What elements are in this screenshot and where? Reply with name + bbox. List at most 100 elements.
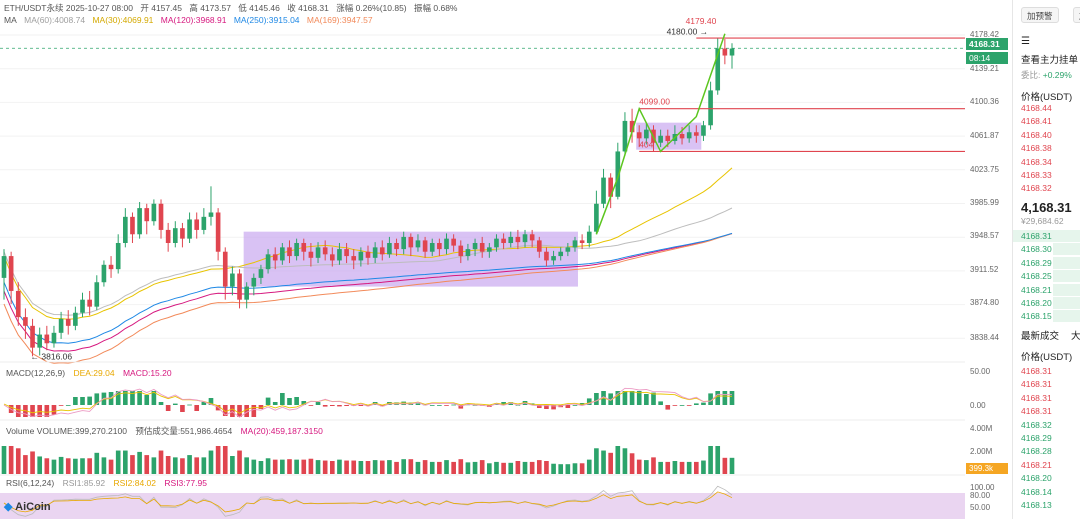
candle-body xyxy=(644,129,649,139)
current-volume-tag: 399.3k xyxy=(966,463,1008,474)
macd-bar xyxy=(501,402,506,405)
candle-body xyxy=(358,251,364,261)
candle-body xyxy=(679,134,685,139)
chart-area[interactable]: ← 3816.06 4179.40 4180.00 → 4099.00 404 ETH/… xyxy=(0,0,1012,519)
macd-bar xyxy=(287,398,292,405)
volume-tick: 2.00M xyxy=(970,447,993,456)
bid-depth-bar xyxy=(1053,310,1080,323)
volume-bar xyxy=(472,461,478,474)
main-orders-link[interactable]: 查看主力挂单 xyxy=(1021,55,1079,66)
volume-bar xyxy=(194,457,200,474)
macd-bar xyxy=(80,397,85,405)
add-alert-button[interactable]: 加预警 xyxy=(1021,7,1059,23)
candle-body xyxy=(558,251,564,257)
hamburger-icon[interactable]: ☰ xyxy=(1021,36,1030,47)
volume-bar xyxy=(672,461,678,474)
tab-latest-trades[interactable]: 最新成交 xyxy=(1021,331,1060,342)
macd-bar xyxy=(693,403,699,405)
volume-bar xyxy=(94,452,100,474)
volume-bar xyxy=(629,453,635,474)
order-ratio: 委比: +0.29% xyxy=(1021,69,1072,81)
trade-row: 4168.31 xyxy=(1021,379,1052,390)
ask-row[interactable]: 4168.33 xyxy=(1021,170,1052,180)
volume-bar xyxy=(536,460,542,474)
rsi-legend: RSI(6,12,24) RSI1:85.92 RSI2:84.02 RSI3:… xyxy=(6,478,213,488)
candle-body xyxy=(572,240,578,248)
candle-body xyxy=(329,254,335,261)
volume-ma: MA(20):459,187.3150 xyxy=(240,426,323,436)
bid-row[interactable]: 4168.25 xyxy=(1021,271,1052,282)
tab-large-trades[interactable]: 大 xyxy=(1071,331,1080,342)
ask-row[interactable]: 4168.41 xyxy=(1021,116,1052,127)
candle-body xyxy=(494,238,499,248)
candle-body xyxy=(172,228,178,243)
candle-body xyxy=(51,332,57,344)
macd-bar xyxy=(30,405,35,417)
volume-bar xyxy=(572,463,578,474)
volume-bar xyxy=(729,457,735,474)
bid-row[interactable]: 4168.30 xyxy=(1021,244,1052,255)
price-tick: 4139.21 xyxy=(970,64,999,73)
candle-body xyxy=(30,325,35,348)
candle-body xyxy=(201,216,207,230)
volume-legend: Volume VOLUME:399,270.2100 预估成交量:551,986… xyxy=(6,425,329,437)
candle-body xyxy=(422,240,428,252)
change-value: 涨幅 0.26%(10.85) xyxy=(336,3,407,13)
price-tick: 4023.75 xyxy=(970,165,999,174)
candle-body xyxy=(515,236,521,243)
ask-row[interactable]: 4168.38 xyxy=(1021,143,1052,154)
candle-body xyxy=(451,238,456,246)
ask-row[interactable]: 4168.34 xyxy=(1021,156,1052,167)
volume-bar xyxy=(44,458,50,474)
candle-body xyxy=(365,251,371,258)
volume-bar xyxy=(144,455,150,474)
bid-depth-bar xyxy=(1053,256,1080,269)
candle-body xyxy=(472,243,478,250)
ask-row[interactable]: 4168.44 xyxy=(1021,103,1052,113)
volume-bar xyxy=(208,450,214,474)
bid-row[interactable]: 4168.20 xyxy=(1021,298,1052,308)
candle-body xyxy=(708,90,713,126)
volume-bar xyxy=(501,462,506,474)
volume-bar xyxy=(80,458,85,474)
macd-bar xyxy=(672,405,678,406)
rsi1-value: RSI1:85.92 xyxy=(62,478,106,488)
more-button[interactable]: 加 xyxy=(1073,7,1080,23)
trade-row: 4168.31 xyxy=(1021,406,1052,417)
volume-bar xyxy=(522,461,528,474)
volume-bar xyxy=(708,446,713,474)
volume-bar xyxy=(679,461,685,474)
macd-tick: 0.00 xyxy=(970,401,986,410)
ma250-line xyxy=(3,232,733,344)
macd-bar xyxy=(536,405,542,408)
candle-body xyxy=(58,318,64,333)
macd-bar xyxy=(644,394,649,405)
macd-bar xyxy=(172,403,178,405)
candle-body xyxy=(108,264,114,270)
macd-bar xyxy=(58,405,64,406)
macd-bar xyxy=(508,402,514,405)
ask-row[interactable]: 4168.40 xyxy=(1021,129,1052,140)
candle-body xyxy=(351,256,357,261)
bid-row[interactable]: 4168.21 xyxy=(1021,284,1052,295)
bid-row[interactable]: 4168.15 xyxy=(1021,311,1052,322)
volume-bar xyxy=(551,463,556,474)
price-tick: 4178.42 xyxy=(970,30,999,39)
rsi3-value: RSI3:77.95 xyxy=(164,478,207,488)
ask-row[interactable]: 4168.32 xyxy=(1021,183,1052,194)
candle-body xyxy=(372,247,378,258)
bid-row[interactable]: 4168.31 xyxy=(1021,231,1052,241)
macd-bar xyxy=(344,405,349,406)
bid-depth-bar xyxy=(1053,243,1080,256)
macd-bar xyxy=(565,405,571,408)
trade-row: 4168.20 xyxy=(1021,473,1052,484)
candle-body xyxy=(301,243,307,252)
macd-bar xyxy=(308,405,314,406)
current-price-tag: 4168.31 xyxy=(966,38,1008,50)
amplitude-value: 振幅 0.68% xyxy=(414,3,458,13)
candle-body xyxy=(622,120,628,152)
bid-row[interactable]: 4168.29 xyxy=(1021,257,1052,268)
candle-body xyxy=(601,177,606,204)
candle-body xyxy=(123,216,128,243)
